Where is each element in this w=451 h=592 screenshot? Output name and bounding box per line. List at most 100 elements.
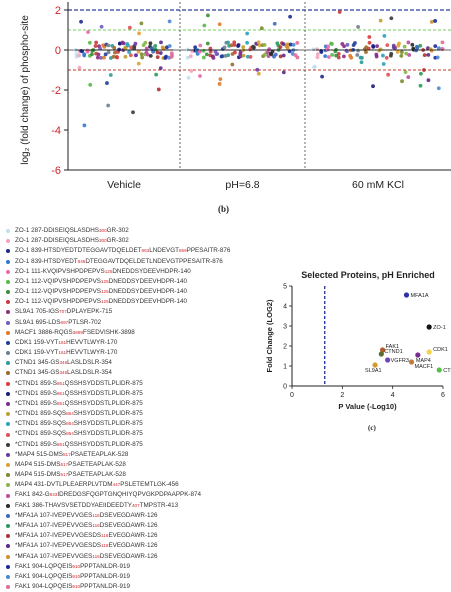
legend-site-number: 161	[58, 350, 67, 356]
data-point	[326, 44, 331, 49]
data-point	[131, 110, 135, 115]
legend-sequence-text: *MFA1A 107-IVEPEVVGES	[15, 521, 93, 529]
data-point	[266, 50, 270, 55]
data-point	[151, 49, 155, 54]
legend-site-number: 517	[60, 461, 69, 467]
legend-marker	[6, 269, 10, 274]
reference-lines	[68, 2, 451, 170]
data-point	[326, 55, 331, 59]
data-point	[248, 55, 253, 59]
data-point	[229, 43, 234, 48]
data-point	[213, 49, 218, 54]
data-point	[342, 54, 346, 59]
data-point	[291, 42, 296, 47]
legend-marker	[6, 239, 10, 244]
data-point	[96, 52, 101, 57]
legend-item: *CTND1 859-S 861 QSSHSYDDSTLPLIDR-875	[6, 399, 251, 409]
group-label: pH=6.8	[225, 179, 259, 191]
data-point	[141, 43, 146, 48]
data-point	[418, 43, 423, 48]
legend-site-number: 161	[58, 339, 67, 345]
data-point	[272, 21, 277, 26]
legend-item: SL9A1 695-LDS 697 PTLSR-702	[6, 318, 251, 328]
data-point	[167, 19, 172, 24]
data-point	[99, 24, 104, 29]
data-point	[356, 48, 361, 53]
legend-marker	[6, 585, 10, 590]
data-point	[159, 40, 163, 45]
data-point	[415, 352, 421, 358]
data-point	[295, 41, 300, 45]
legend-marker	[6, 351, 10, 356]
y-tick-label: -6	[51, 165, 61, 177]
data-point	[164, 54, 168, 59]
legend-sequence-text: MAP4 431-DVTLPLEAERPLVTDM	[15, 481, 113, 489]
data-point	[259, 26, 264, 31]
data-point	[403, 292, 410, 298]
data-point	[144, 46, 149, 51]
data-point	[377, 48, 381, 53]
legend-sequence-text: ZO-1 287-DDISEIQSLASDHS	[15, 227, 99, 234]
legend-marker	[6, 452, 10, 457]
legend-marker	[6, 524, 10, 529]
point-label: ZO-1	[433, 325, 446, 331]
data-point	[90, 48, 95, 53]
legend-sequence-text: ZO-1 112-VQIPVSHPDPEPVS	[15, 298, 101, 306]
legend-sequence-text: DPLAYEPK-715	[66, 308, 113, 316]
data-point	[248, 47, 253, 52]
legend-sequence-text: ZO-1 112-VQIPVSHPDPEPVS	[15, 277, 101, 285]
data-point	[336, 55, 341, 60]
legend-marker	[6, 473, 10, 478]
data-point	[217, 22, 222, 27]
data-point	[113, 50, 117, 55]
legend-site-number: 447	[112, 482, 121, 488]
data-point	[204, 52, 209, 57]
legend-item: MAP4 431-DVTLPLEAERPLVTDM 447 PSLETEMTLGK-…	[6, 480, 251, 490]
data-point	[136, 49, 141, 54]
data-point	[170, 53, 174, 58]
plot-area: 0 1 2 3 4 5 0 2 4 6 P Value (-Log10) Fold Change (L…	[265, 284, 451, 412]
data-point	[219, 54, 224, 59]
legend-item: *CTND1 859-S 861 QSSHSYDDSTLPLIDR-875	[6, 389, 251, 399]
legend-marker	[6, 483, 10, 488]
data-point	[426, 53, 431, 57]
legend-sequence-text: QSSHSYDDSTLPLIDR-875	[64, 379, 143, 387]
group-label: 60 mM KCl	[352, 179, 404, 191]
legend-item: ZO-1 111-KVQIPVSHPDPEPVS 125 DNEDDSYDEEVHD…	[6, 267, 251, 277]
data-point	[98, 46, 103, 51]
data-point	[426, 349, 432, 355]
data-point	[102, 55, 106, 60]
legend-marker	[6, 493, 10, 498]
data-point	[93, 44, 98, 48]
legend-site-number: 300	[98, 228, 107, 233]
data-point	[241, 45, 246, 49]
legend-marker	[6, 361, 10, 366]
data-point	[241, 53, 246, 58]
legend-site-number: 910	[72, 563, 81, 569]
data-point	[293, 53, 298, 58]
data-point	[95, 55, 100, 60]
data-point	[378, 18, 383, 23]
legend-site-number: 861	[57, 441, 65, 447]
legend-marker	[6, 513, 10, 518]
point-label: VGFR3	[391, 358, 409, 364]
legend-sequence-text: FAK1 904-LQPQEIS	[15, 583, 73, 591]
point-label: CDK1	[433, 347, 448, 353]
legend-sequence-text: SL9A1 705-IGS	[15, 308, 60, 316]
legend-item: *CTND1 859-SQS 864 SHSYDDSTLPLIDR-875	[6, 409, 251, 419]
legend-sequence-text: ZO-1 111-KVQIPVSHPDPEPVS	[15, 267, 105, 275]
data-point	[440, 40, 445, 45]
data-point	[155, 55, 160, 60]
data-point	[257, 43, 262, 48]
x-tick-label: 6	[441, 392, 445, 399]
legend-marker	[6, 249, 10, 254]
legend-item: ZO-1 112-VQIPVSHPDPEPVS 125 DNEDDSYDEEVHDP…	[6, 277, 251, 287]
data-point	[311, 47, 316, 52]
data-point	[139, 52, 144, 57]
data-point	[160, 45, 165, 50]
y-tick-label: 3	[283, 324, 287, 331]
data-point	[278, 54, 283, 59]
legend-item: *MFA1A 107-IVEPEVVGES 116 DSEVEGDAWR-126	[6, 511, 251, 521]
legend-marker	[6, 371, 10, 376]
data-point	[193, 45, 198, 50]
